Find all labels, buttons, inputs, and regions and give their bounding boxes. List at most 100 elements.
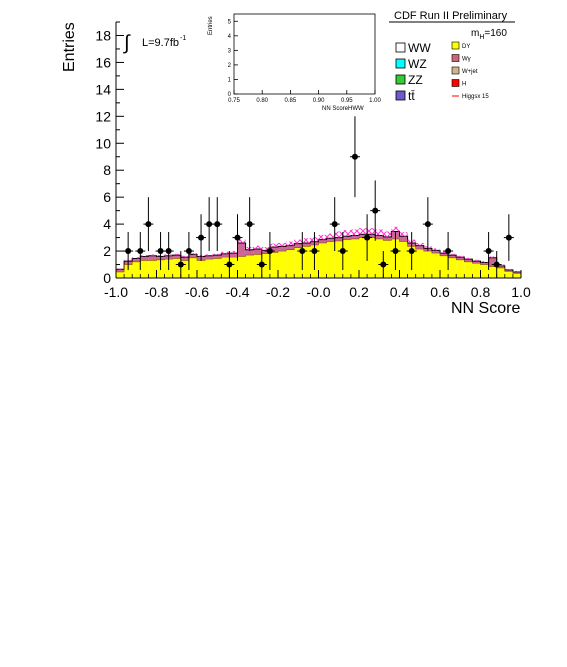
dy-bin	[294, 247, 303, 278]
other-bkg-bin	[294, 243, 303, 248]
other-bkg-bin	[359, 234, 368, 238]
signal-band-bin	[326, 233, 335, 239]
signal-band-bin	[440, 251, 449, 254]
other-bkg-bin	[464, 259, 473, 262]
data-point	[424, 221, 431, 228]
signal-band-bin	[148, 254, 157, 256]
inset-y-tick-label: 2	[228, 63, 232, 69]
signal-band-bin	[237, 239, 246, 243]
data-point	[445, 248, 452, 255]
signal-band-bin	[456, 255, 465, 258]
inset-x-tick-label: 0.80	[256, 98, 268, 104]
dy-bin	[213, 258, 222, 278]
signal-band-bin	[318, 234, 327, 240]
other-bkg-bin	[367, 234, 376, 238]
data-point	[157, 248, 164, 255]
dy-bin	[124, 264, 133, 278]
legend-label: WZ	[408, 57, 427, 71]
other-bkg-bin	[213, 255, 222, 259]
signal-band-bin	[472, 259, 481, 262]
dy-bin	[383, 240, 392, 278]
dy-bin	[326, 241, 335, 278]
legend-label: Wγ	[462, 57, 471, 63]
other-bkg-bin	[116, 269, 125, 272]
data-point	[311, 248, 318, 255]
x-tick-label: -0.0	[306, 284, 330, 300]
dy-bin	[140, 260, 149, 278]
inset-y-tick-label: 1	[228, 77, 232, 83]
dy-bin	[496, 267, 505, 278]
inset-frame	[233, 13, 376, 95]
dy-bin	[423, 251, 432, 278]
x-tick-label: -0.4	[225, 284, 249, 300]
signal-band-bin	[180, 255, 189, 258]
x-tick-label: -0.2	[266, 284, 290, 300]
inset-y-tick-label: 0	[228, 92, 232, 98]
dy-bin	[367, 237, 376, 278]
dy-bin	[261, 253, 270, 278]
legend-swatch	[451, 66, 460, 75]
data-point	[364, 234, 371, 241]
other-bkg-bin	[456, 257, 465, 260]
dy-bin	[504, 271, 513, 278]
other-bkg-bin	[180, 257, 189, 261]
signal-band-bin	[504, 269, 513, 270]
dy-bin	[350, 238, 359, 278]
header-title: CDF Run II Preliminary	[394, 10, 508, 22]
other-bkg-bin	[302, 242, 311, 247]
dy-bin	[464, 261, 473, 278]
dy-bin	[221, 257, 230, 278]
other-bkg-bin	[504, 269, 513, 272]
inset-x-tick-label: 0.95	[341, 98, 353, 104]
dy-bin	[399, 241, 408, 278]
data-point	[226, 261, 233, 268]
header-box: CDF Run II Preliminary	[389, 10, 515, 23]
other-bkg-bin	[496, 265, 505, 268]
other-bkg-bin	[415, 245, 424, 250]
data-point	[198, 234, 205, 241]
other-bkg-bin	[221, 253, 230, 258]
x-tick-label: 0.6	[430, 284, 450, 300]
main-axes	[115, 21, 522, 279]
signal-band-bin	[302, 238, 311, 243]
x-tick-label: 0.8	[471, 284, 491, 300]
y-tick-label: 8	[103, 162, 111, 178]
dy-bin	[431, 253, 440, 278]
inset-x-tick-label: 0.75	[228, 98, 240, 104]
inset-axes	[233, 13, 376, 95]
signal-band-bin	[334, 231, 343, 238]
signal-band-bin	[375, 229, 384, 236]
data-point	[505, 234, 512, 241]
dy-bin	[132, 261, 141, 278]
other-bkg-bin	[472, 261, 481, 264]
signal-band-bin	[464, 257, 473, 260]
inset-y-tick-label: 5	[228, 19, 232, 25]
data-point	[493, 261, 500, 268]
y-tick-label: 14	[95, 81, 111, 97]
y-tick-label: 16	[95, 54, 111, 70]
signal-band-bin	[415, 242, 424, 246]
inset-plot: 0 1 2 3 4 5 0.75 0.80 0.85 0.90 0.95 1.00	[228, 13, 381, 104]
inset-x-axis-label: NN ScoreHWW	[322, 106, 364, 112]
other-bkg-bin	[488, 257, 497, 267]
other-bkg-bin	[375, 235, 384, 239]
other-bkg-bin	[448, 255, 457, 258]
dy-bin	[205, 259, 214, 278]
signal-band-bin	[391, 226, 400, 232]
data-point	[331, 221, 338, 228]
x-tick-label: -0.6	[185, 284, 209, 300]
legend-swatch	[451, 54, 460, 62]
signal-band-bin	[132, 257, 141, 259]
other-bkg-bin	[237, 242, 246, 257]
dy-bin	[172, 258, 181, 278]
signal-band-bin	[116, 268, 125, 270]
x-tick-label: -0.8	[144, 284, 168, 300]
dy-bin	[318, 242, 327, 278]
dy-bin	[342, 239, 351, 278]
other-bkg-bin	[205, 255, 214, 260]
data-point	[380, 261, 387, 268]
legend-swatch	[395, 58, 406, 69]
dy-bin	[302, 246, 311, 278]
